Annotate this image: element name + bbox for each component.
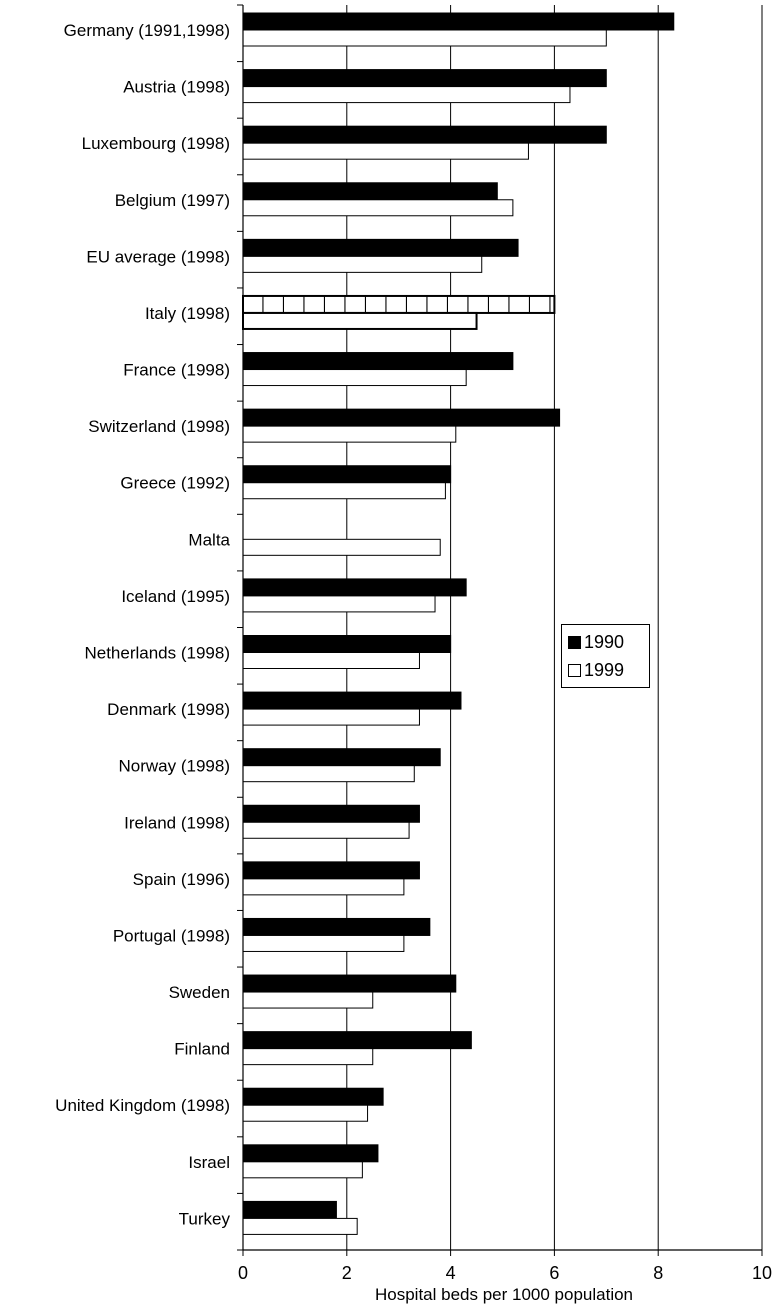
bar-1990-4 (242, 238, 519, 257)
category-label-15: Spain (1996) (133, 870, 230, 889)
bar-1990-11 (242, 635, 452, 653)
x-tick-label-0: 0 (238, 1263, 248, 1283)
x-tick-label-1: 2 (342, 1263, 352, 1283)
category-label-8: Greece (1992) (120, 474, 230, 493)
category-label-10: Iceland (1995) (121, 587, 230, 606)
bar-1999-2 (242, 142, 529, 160)
category-label-20: Israel (188, 1153, 230, 1172)
category-label-12: Denmark (1998) (107, 700, 230, 719)
bar-1999-8 (242, 482, 446, 500)
category-label-16: Portugal (1998) (113, 926, 230, 945)
bar-1999-4 (242, 255, 483, 273)
bar-1990-6 (242, 352, 514, 371)
category-label-18: Finland (174, 1040, 230, 1059)
x-tick-labels: 0 2 4 6 8 10 (238, 1263, 772, 1283)
bar-1990-8 (242, 465, 452, 484)
category-label-13: Norway (1998) (119, 757, 231, 776)
x-tick-label-3: 6 (549, 1263, 559, 1283)
legend-label-1990: 1990 (584, 631, 625, 652)
category-label-7: Switzerland (1998) (88, 417, 230, 436)
bar-1990-18 (242, 1031, 472, 1050)
bar-1999-13 (242, 765, 415, 783)
bar-1990-19 (242, 1087, 384, 1106)
legend-item-1990: 1990 (568, 631, 624, 653)
axes (237, 4, 763, 1256)
bar-1990-21 (242, 1200, 337, 1219)
bars (242, 12, 675, 1235)
legend-label-1999: 1999 (584, 659, 625, 680)
bar-1990-3 (242, 182, 498, 201)
bar-1990-14 (242, 804, 420, 823)
category-label-6: France (1998) (123, 361, 230, 380)
category-label-3: Belgium (1997) (115, 191, 230, 210)
bar-1999-9 (242, 538, 441, 556)
category-label-14: Ireland (1998) (124, 813, 230, 832)
bar-1999-0 (242, 29, 607, 47)
category-labels: Germany (1991,1998) Austria (1998) Luxembo… (55, 21, 230, 1228)
bar-1990-7 (242, 408, 561, 427)
category-label-2: Luxembourg (1998) (82, 134, 230, 153)
x-tick-label-2: 4 (446, 1263, 456, 1283)
bar-1990-10 (242, 578, 467, 597)
bar-1999-6 (242, 369, 467, 387)
legend-swatch-1999 (568, 663, 581, 677)
category-label-11: Netherlands (1998) (84, 644, 230, 663)
bar-1999-1 (242, 86, 571, 104)
bar-1990-2 (242, 125, 607, 144)
category-label-0: Germany (1991,1998) (64, 21, 230, 40)
bar-1990-1 (242, 69, 607, 88)
category-label-5: Italy (1998) (145, 304, 230, 323)
legend-item-1999: 1999 (568, 659, 624, 681)
bar-1990-5 (242, 294, 556, 314)
bar-1999-7 (242, 425, 457, 443)
bar-1999-19 (242, 1104, 369, 1122)
bar-1999-17 (242, 991, 374, 1009)
category-label-4: EU average (1998) (86, 247, 230, 266)
bar-1999-11 (242, 652, 420, 669)
x-axis-label: Hospital beds per 1000 population (375, 1285, 633, 1304)
category-label-1: Austria (1998) (123, 78, 230, 97)
category-label-21: Turkey (179, 1209, 231, 1228)
category-label-19: United Kingdom (1998) (55, 1096, 230, 1115)
bar-1990-16 (242, 917, 431, 936)
x-tick-label-4: 8 (653, 1263, 663, 1283)
legend: 1990 1999 (561, 624, 650, 688)
bar-1999-5 (242, 311, 478, 330)
bar-1999-21 (242, 1217, 358, 1235)
bar-1999-20 (242, 1161, 363, 1179)
bar-1999-16 (242, 934, 405, 952)
bar-1999-15 (242, 878, 405, 896)
bar-1999-10 (242, 595, 436, 613)
bar-1990-13 (242, 748, 441, 767)
bar-1990-15 (242, 861, 420, 880)
x-tick-label-5: 10 (752, 1263, 772, 1283)
category-label-17: Sweden (169, 983, 230, 1002)
bar-1990-17 (242, 974, 457, 993)
bar-1999-12 (242, 708, 420, 726)
legend-swatch-1990 (568, 635, 581, 649)
bar-1999-18 (242, 1048, 374, 1066)
category-label-9: Malta (188, 530, 230, 549)
bar-1990-0 (242, 12, 675, 31)
bar-1990-12 (242, 691, 462, 710)
bar-1999-14 (242, 821, 410, 839)
bar-1999-3 (242, 199, 514, 217)
bar-1990-20 (242, 1144, 379, 1163)
